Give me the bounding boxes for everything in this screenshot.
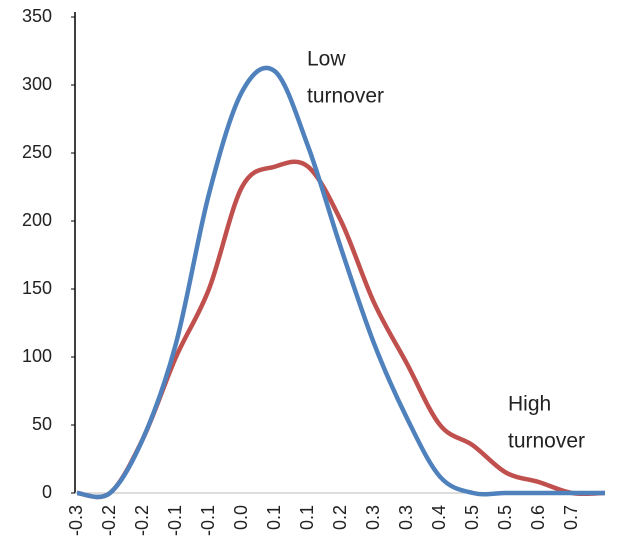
- y-tick-label: 50: [32, 414, 52, 434]
- y-tick-label: 200: [22, 210, 52, 230]
- y-tick-label: 300: [22, 74, 52, 94]
- x-tick-label: -0.1: [198, 505, 218, 536]
- y-tick-label: 0: [42, 482, 52, 502]
- x-tick-label: 0.3: [363, 505, 383, 530]
- x-tick-label: 0.1: [264, 505, 284, 530]
- y-tick-label: 150: [22, 278, 52, 298]
- x-tick-label: 0.5: [462, 505, 482, 530]
- x-tick-label: 0.0: [231, 505, 251, 530]
- x-tick-label: 0.2: [330, 505, 350, 530]
- x-tick-label: -0.2: [132, 505, 152, 536]
- series-line: [76, 65, 605, 500]
- x-tick-label: -0.3: [66, 505, 86, 536]
- annotation: turnover: [307, 85, 384, 108]
- y-tick-label: 100: [22, 346, 52, 366]
- x-tick-label: 0.4: [429, 505, 449, 530]
- x-tick-label: 0.5: [495, 505, 515, 530]
- annotation: High: [508, 393, 551, 416]
- x-tick-label: -0.2: [99, 505, 119, 536]
- y-tick-label: 350: [22, 6, 52, 26]
- annotation: turnover: [508, 430, 585, 453]
- x-tick-label: 0.1: [297, 505, 317, 530]
- annotation: Low: [307, 48, 346, 71]
- y-tick-label: 250: [22, 142, 52, 162]
- x-tick-label: 0.3: [396, 505, 416, 530]
- x-tick-label: -0.1: [165, 505, 185, 536]
- x-tick-label: 0.6: [528, 505, 548, 530]
- x-tick-label: 0.7: [561, 505, 581, 530]
